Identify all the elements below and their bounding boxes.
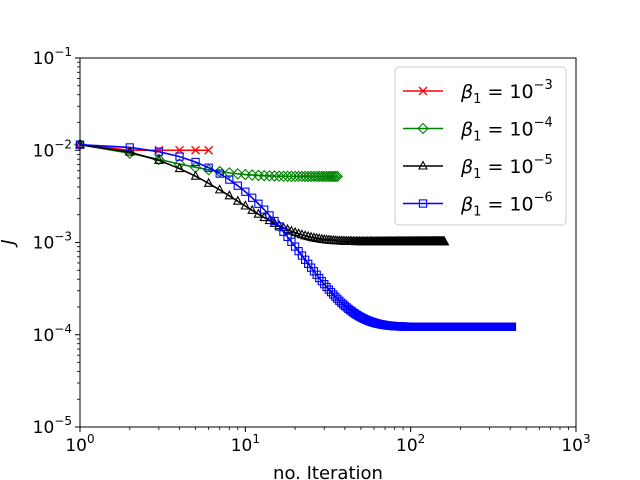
- legend-marker: [418, 86, 428, 96]
- data-point: [223, 167, 236, 179]
- data-point: [191, 145, 201, 155]
- data-point: [263, 170, 276, 182]
- series-2: [74, 138, 344, 183]
- data-point: [302, 170, 314, 183]
- x-tick-label: 100: [65, 432, 94, 456]
- data-point: [248, 193, 257, 202]
- data-point: [322, 282, 331, 292]
- data-point: [214, 184, 225, 194]
- data-point: [317, 277, 326, 286]
- data-point: [153, 154, 164, 164]
- y-axis-label: J: [0, 239, 19, 247]
- y-tick-label: 10−2: [33, 137, 72, 161]
- data-point: [327, 170, 339, 183]
- legend-entry: β1 = 10−6: [403, 191, 553, 220]
- legend-box: [394, 66, 567, 226]
- data-point: [439, 236, 450, 246]
- data-point: [326, 287, 336, 297]
- data-point: [231, 168, 244, 180]
- legend-entry: β1 = 10−5: [403, 153, 553, 182]
- series-4: [75, 140, 517, 331]
- data-point: [224, 190, 235, 200]
- y-tick-label: 10−4: [33, 322, 72, 346]
- data-point: [240, 200, 251, 210]
- legend-marker: [418, 160, 428, 170]
- y-tick-label: 10−1: [33, 45, 72, 69]
- data-point: [247, 204, 258, 214]
- data-point: [154, 147, 164, 156]
- legend-label: β1 = 10−6: [460, 191, 553, 220]
- series-line: [79, 143, 445, 243]
- y-tick-label: 10−3: [33, 230, 72, 254]
- data-point: [305, 170, 317, 183]
- legend-marker: [418, 199, 428, 208]
- data-point: [273, 170, 285, 182]
- data-point: [191, 157, 200, 167]
- data-point: [125, 143, 134, 152]
- legend-entry: β1 = 10−3: [403, 78, 553, 107]
- data-point: [233, 181, 242, 190]
- legend-label: β1 = 10−3: [460, 78, 553, 107]
- legend-label: β1 = 10−5: [460, 153, 553, 182]
- data-point: [265, 211, 274, 220]
- data-point: [308, 170, 320, 183]
- data-point: [258, 169, 270, 182]
- legend-label: β1 = 10−4: [460, 116, 553, 145]
- x-tick-label: 101: [231, 432, 260, 456]
- data-point: [310, 170, 323, 183]
- data-point: [215, 169, 224, 178]
- data-point: [241, 187, 250, 196]
- series-layer: [74, 138, 517, 331]
- series-3: [75, 138, 450, 246]
- data-point: [225, 175, 234, 184]
- data-point: [277, 170, 290, 183]
- legend-marker: [417, 122, 429, 135]
- data-point: [204, 163, 213, 172]
- data-point: [306, 231, 317, 241]
- data-point: [274, 222, 284, 231]
- data-point: [329, 170, 342, 183]
- data-point: [281, 170, 294, 183]
- data-point: [331, 170, 344, 183]
- data-point: [268, 170, 281, 182]
- data-point: [264, 214, 275, 225]
- data-point: [190, 170, 201, 180]
- data-point: [320, 279, 329, 289]
- data-point: [254, 199, 263, 208]
- data-point: [270, 216, 279, 226]
- legend: β1 = 10−3 β1 = 10−4 β1 = 10−5 β1 = 10−6: [394, 66, 567, 226]
- y-tick-label: 10−5: [33, 414, 72, 438]
- series-line: [79, 143, 209, 152]
- data-point: [303, 230, 314, 241]
- x-tick-label: 103: [561, 432, 590, 456]
- data-point: [153, 153, 165, 166]
- data-point: [324, 285, 334, 294]
- data-point: [260, 205, 269, 214]
- data-point: [232, 195, 243, 205]
- data-point: [203, 177, 214, 187]
- legend-entry: β1 = 10−4: [403, 116, 553, 145]
- data-point: [507, 322, 517, 331]
- data-point: [204, 145, 214, 155]
- data-point: [174, 162, 185, 173]
- data-point: [175, 152, 184, 161]
- x-axis-label: no. Iteration: [273, 463, 383, 480]
- ticks-layer: 100 101 102 103 10−5 10−4 10−3 10−2 10−1: [33, 45, 591, 456]
- x-tick-label: 102: [396, 432, 425, 456]
